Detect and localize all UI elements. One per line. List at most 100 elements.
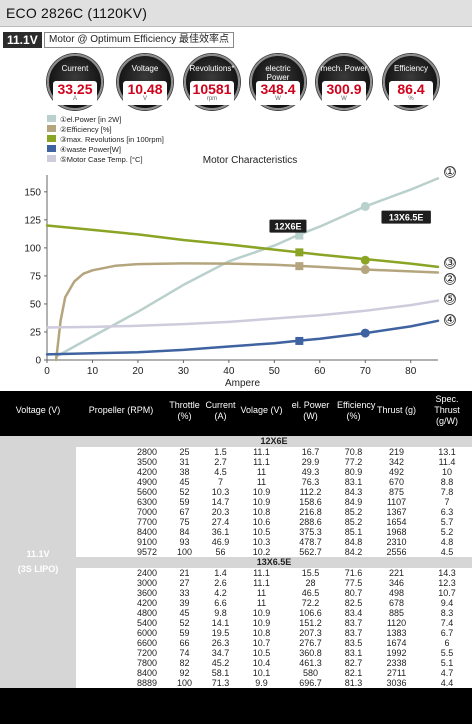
table-cell: 5.7 — [422, 517, 472, 527]
table-cell: 8889 — [128, 678, 167, 688]
legend-entry: ②Efficiency [%] — [60, 125, 112, 134]
table-row: 4900 45 7 11 76.3 83.1 670 8.8 — [0, 477, 472, 487]
table-cell: 2800 — [128, 447, 167, 457]
table-cell: 6300 — [128, 497, 167, 507]
table-cell: 92 — [166, 668, 204, 678]
table-cell: 2.6 — [203, 578, 239, 588]
table-cell: 82.1 — [336, 668, 372, 678]
propeller-group-label: 13X6.5E — [76, 557, 472, 568]
table-cell: 2338 — [371, 658, 423, 668]
gauge-value: 86.4 — [397, 81, 425, 97]
table-cell: 342 — [371, 457, 423, 467]
series-marker — [295, 336, 304, 345]
table-row: 8400 92 58.1 10.1 580 82.1 2711 4.7 — [0, 668, 472, 678]
row-gap-cell — [76, 517, 128, 527]
table-cell: 4.2 — [203, 588, 239, 598]
row-gap-cell — [76, 578, 128, 588]
performance-table: Voltage (V) Propeller (RPM) Throttle (%) Cu… — [0, 391, 472, 688]
table-cell: 83.4 — [336, 608, 372, 618]
chart-title: Motor Characteristics — [203, 155, 297, 166]
row-gap-cell — [76, 467, 128, 477]
y-tick-label: 125 — [24, 215, 41, 226]
annotation-label: 13X6.5E — [389, 213, 424, 223]
table-cell: 83.1 — [336, 648, 372, 658]
table-cell: 5.1 — [422, 658, 472, 668]
gauge-label: Revolutions* — [189, 64, 235, 73]
table-cell: 25 — [166, 447, 204, 457]
table-cell: 346 — [371, 578, 423, 588]
table-cell: 10.7 — [422, 588, 472, 598]
table-cell: 21 — [166, 568, 204, 578]
y-tick-label: 0 — [35, 356, 41, 367]
row-gap-cell — [76, 487, 128, 497]
series-end-label-ring — [444, 273, 456, 285]
table-cell: 1674 — [371, 638, 423, 648]
gauge-value: 10.48 — [127, 81, 163, 97]
table-cell: 45.2 — [203, 658, 239, 668]
table-cell: 4900 — [128, 477, 167, 487]
table-cell: 70.8 — [336, 447, 372, 457]
series-marker — [295, 248, 304, 257]
table-cell: 45 — [166, 477, 204, 487]
gauge-label: Voltage — [131, 64, 159, 73]
table-cell: 7 — [422, 497, 472, 507]
row-gap-cell — [76, 608, 128, 618]
table-cell: 875 — [371, 487, 423, 497]
row-gap-cell — [76, 547, 128, 557]
table-cell: 38 — [166, 467, 204, 477]
table-cell: 10.9 — [238, 487, 286, 497]
table-cell: 11 — [238, 477, 286, 487]
table-cell: 9100 — [128, 537, 167, 547]
row-gap-cell — [76, 638, 128, 648]
table-cell: 6 — [422, 638, 472, 648]
table-cell: 67 — [166, 507, 204, 517]
annotation-box — [269, 219, 307, 233]
x-tick-label: 40 — [223, 366, 235, 377]
row-gap-cell — [76, 648, 128, 658]
series-end-label-ring — [444, 257, 456, 269]
table-cell: 5.5 — [422, 648, 472, 658]
series-marker — [360, 265, 370, 275]
table-cell: 34.7 — [203, 648, 239, 658]
table-cell: 5.2 — [422, 527, 472, 537]
table-cell: 8.3 — [422, 608, 472, 618]
table-row: 6600 66 26.3 10.7 276.7 83.5 1674 6 — [0, 638, 472, 648]
table-cell: 10.5 — [238, 648, 286, 658]
table-cell: 3036 — [371, 678, 423, 688]
column-header: Current (A) — [203, 391, 239, 430]
column-header: Propeller (RPM) — [76, 391, 167, 430]
table-cell: 82.5 — [336, 598, 372, 608]
table-row: 7200 74 34.7 10.5 360.8 83.1 1992 5.5 — [0, 648, 472, 658]
legend-entry: ⑤Motor Case Temp. [°C] — [60, 155, 143, 164]
annotation-box — [381, 210, 431, 224]
table-cell: 1383 — [371, 628, 423, 638]
table-cell: 46.5 — [285, 588, 337, 598]
table-cell: 580 — [285, 668, 337, 678]
row-gap-cell — [76, 477, 128, 487]
table-cell: 82 — [166, 658, 204, 668]
table-cell: 158.6 — [285, 497, 337, 507]
table-row: 9100 93 46.9 10.3 478.7 84.8 2310 4.8 — [0, 537, 472, 547]
gauge-value: 348.4 — [260, 81, 296, 97]
table-cell: 2400 — [128, 568, 167, 578]
table-row: 7000 67 20.3 10.8 216.8 85.2 1367 6.3 — [0, 507, 472, 517]
table-row: 3500 31 2.7 11.1 29.9 77.2 342 11.4 — [0, 457, 472, 467]
table-cell: 52 — [166, 487, 204, 497]
column-header: Spec. Thrust (g/W) — [422, 391, 472, 430]
table-row: 7700 75 27.4 10.6 288.6 85.2 1654 5.7 — [0, 517, 472, 527]
table-cell: 7800 — [128, 658, 167, 668]
mode-label: Motor @ Optimum Efficiency 最佳效率点 — [44, 32, 234, 48]
y-tick-label: 150 — [24, 187, 41, 198]
table-cell: 76.3 — [285, 477, 337, 487]
table-cell: 83.5 — [336, 638, 372, 648]
row-gap-cell — [76, 588, 128, 598]
series-line-3 — [45, 224, 440, 269]
x-tick-label: 0 — [44, 366, 50, 377]
gauge-voltage: Voltage 10.48 V — [117, 54, 173, 110]
table-cell: 58.1 — [203, 668, 239, 678]
row-gap-cell — [76, 628, 128, 638]
x-tick-label: 50 — [269, 366, 281, 377]
y-tick-label: 75 — [30, 271, 42, 282]
table-cell: 10.3 — [203, 487, 239, 497]
table-cell: 36.1 — [203, 527, 239, 537]
